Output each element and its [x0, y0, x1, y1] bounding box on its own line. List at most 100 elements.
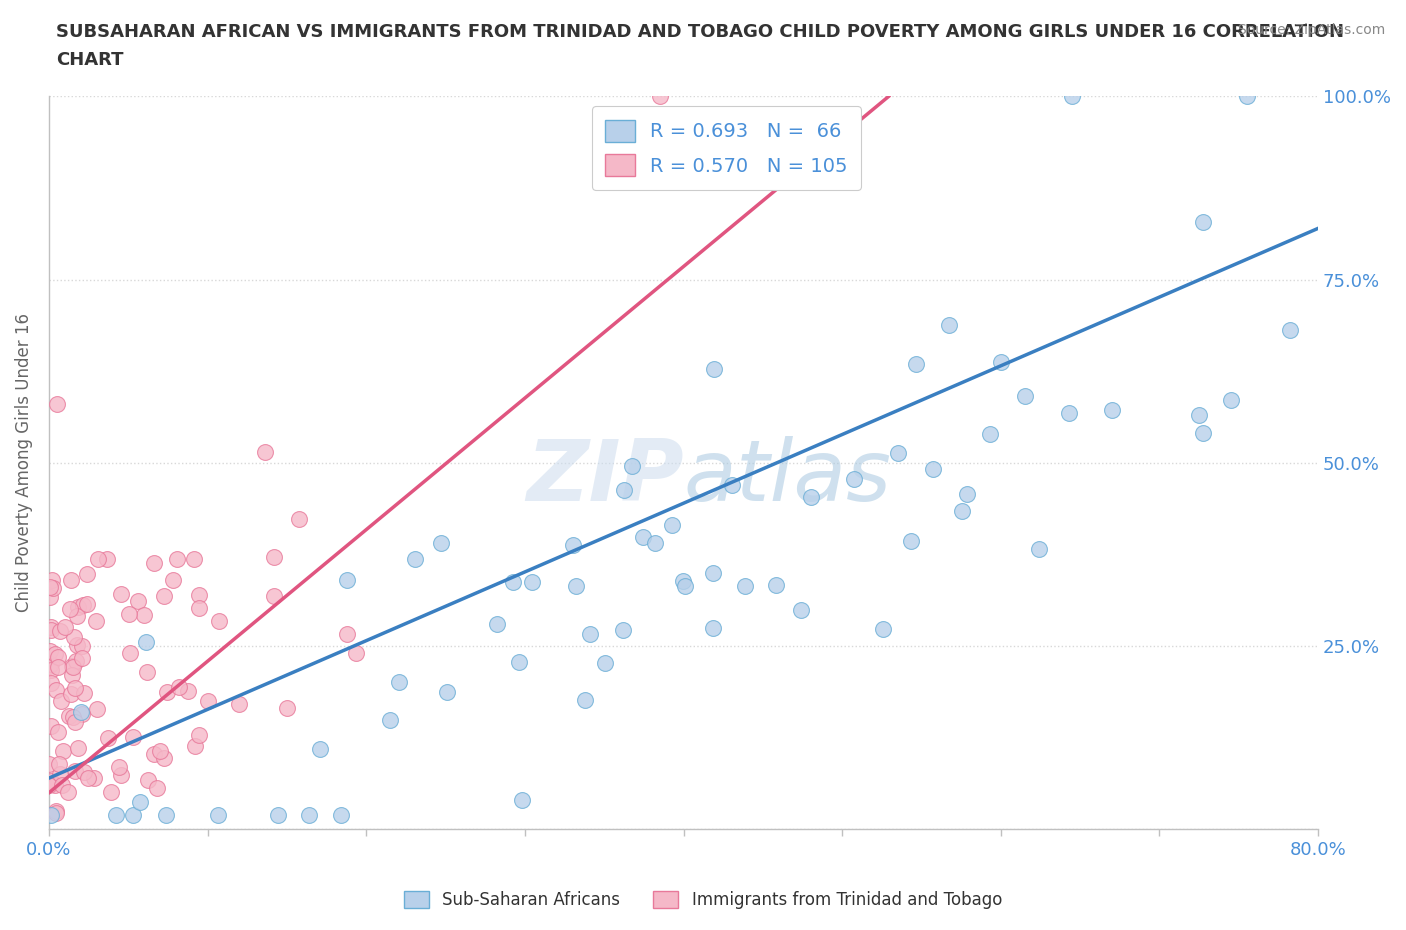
Point [53, 619, 76, 634]
Point [485, 617, 508, 631]
Point [122, 730, 145, 745]
Point [153, 589, 176, 604]
Point [765, 578, 787, 593]
Point [887, 445, 910, 460]
Point [388, 675, 411, 690]
Point [129, 795, 152, 810]
Point [146, 781, 169, 796]
Point [96, 551, 118, 566]
Point [67, 600, 90, 615]
Point [842, 472, 865, 486]
Point [330, 807, 353, 822]
Point [207, 807, 229, 822]
Point [579, 627, 602, 642]
Point [703, 362, 725, 377]
Point [1062, 89, 1084, 104]
Point [613, 482, 636, 497]
Point [108, 760, 131, 775]
Point [72, 707, 94, 722]
Point [721, 477, 744, 492]
Point [120, 645, 142, 660]
Point [734, 578, 756, 593]
Point [378, 713, 401, 728]
Point [83, 771, 105, 786]
Point [73, 765, 96, 780]
Text: CHART: CHART [56, 51, 124, 69]
Point [648, 89, 671, 104]
Point [135, 634, 157, 649]
Point [73, 685, 96, 700]
Point [612, 623, 634, 638]
Point [110, 586, 132, 601]
Point [156, 684, 179, 699]
Point [661, 518, 683, 533]
Point [76, 596, 98, 611]
Point [66, 637, 89, 652]
Point [77, 770, 100, 785]
Point [42, 581, 65, 596]
Point [508, 655, 530, 670]
Legend: R = 0.693   N =  66, R = 0.570   N = 105: R = 0.693 N = 66, R = 0.570 N = 105 [592, 106, 862, 190]
Point [1057, 405, 1080, 420]
Point [62, 710, 84, 724]
Point [87, 551, 110, 566]
Point [790, 603, 813, 618]
Point [86, 701, 108, 716]
Point [51, 694, 73, 709]
Point [62, 659, 84, 674]
Point [162, 573, 184, 588]
Point [263, 550, 285, 565]
Point [276, 700, 298, 715]
Point [41, 573, 63, 588]
Point [60, 686, 83, 701]
Point [1101, 403, 1123, 418]
Point [800, 490, 823, 505]
Point [48, 756, 70, 771]
Point [135, 665, 157, 680]
Point [177, 684, 200, 698]
Point [298, 807, 321, 822]
Point [187, 588, 209, 603]
Point [904, 356, 927, 371]
Point [564, 578, 586, 593]
Point [208, 613, 231, 628]
Point [44, 646, 66, 661]
Point [39, 719, 62, 734]
Point [63, 681, 86, 696]
Point [152, 751, 174, 766]
Point [45, 804, 67, 818]
Point [166, 551, 188, 566]
Point [41, 662, 63, 677]
Point [70, 639, 93, 654]
Point [1236, 89, 1258, 104]
Point [118, 606, 141, 621]
Point [45, 682, 67, 697]
Point [872, 621, 894, 636]
Point [46, 659, 69, 674]
Point [1014, 389, 1036, 404]
Point [336, 627, 359, 642]
Point [69, 705, 91, 720]
Point [510, 792, 533, 807]
Point [336, 573, 359, 588]
Point [436, 684, 458, 699]
Point [105, 807, 128, 822]
Point [97, 731, 120, 746]
Point [263, 589, 285, 604]
Y-axis label: Child Poverty Among Girls Under 16: Child Poverty Among Girls Under 16 [15, 313, 32, 612]
Point [1191, 426, 1213, 441]
Point [46, 649, 69, 664]
Point [502, 575, 524, 590]
Point [267, 807, 290, 822]
Point [41, 774, 63, 789]
Point [132, 607, 155, 622]
Point [110, 767, 132, 782]
Point [702, 620, 724, 635]
Point [900, 534, 922, 549]
Text: Source: ZipAtlas.com: Source: ZipAtlas.com [1237, 23, 1385, 37]
Point [39, 807, 62, 822]
Point [522, 575, 544, 590]
Point [921, 461, 943, 476]
Point [60, 658, 83, 673]
Point [673, 578, 696, 593]
